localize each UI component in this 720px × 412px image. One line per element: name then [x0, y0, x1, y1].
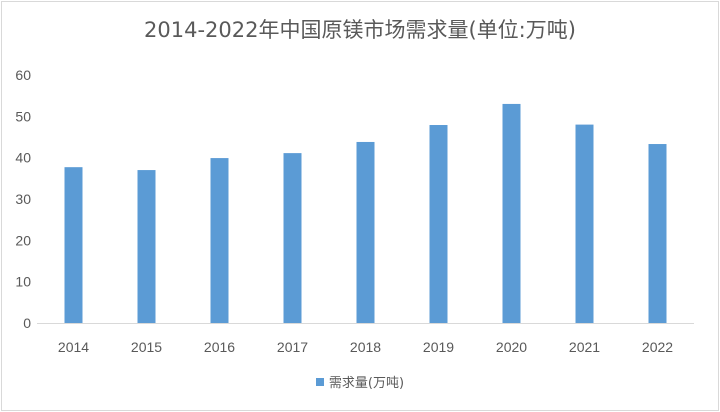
y-tick-label: 60: [15, 67, 31, 83]
legend-label: 需求量(万吨): [328, 376, 405, 391]
x-tick-label: 2018: [350, 339, 381, 355]
bar: [283, 153, 302, 323]
y-tick-label: 20: [15, 232, 31, 248]
x-tick-label: 2022: [642, 339, 673, 355]
bar: [210, 158, 229, 323]
bar: [575, 124, 594, 323]
x-tick-label: 2016: [204, 339, 235, 355]
y-tick-label: 0: [23, 315, 31, 331]
bar: [64, 167, 83, 323]
chart-title: 2014-2022年中国原镁市场需求量(单位:万吨): [144, 18, 576, 42]
bar: [429, 125, 448, 323]
x-tick-label: 2020: [496, 339, 527, 355]
x-tick-label: 2014: [58, 339, 89, 355]
bar: [502, 103, 521, 323]
x-tick-label: 2021: [569, 339, 600, 355]
bar: [648, 144, 667, 323]
x-tick-label: 2017: [277, 339, 308, 355]
x-tick-label: 2019: [423, 339, 454, 355]
bar: [356, 141, 375, 323]
legend: 需求量(万吨): [0, 372, 720, 391]
y-tick-label: 10: [15, 274, 31, 290]
bar: [137, 170, 156, 323]
y-tick-label: 40: [15, 150, 31, 166]
x-tick-label: 2015: [131, 339, 162, 355]
legend-swatch: [315, 377, 324, 386]
y-tick-label: 30: [15, 191, 31, 207]
y-tick-label: 50: [15, 108, 31, 124]
